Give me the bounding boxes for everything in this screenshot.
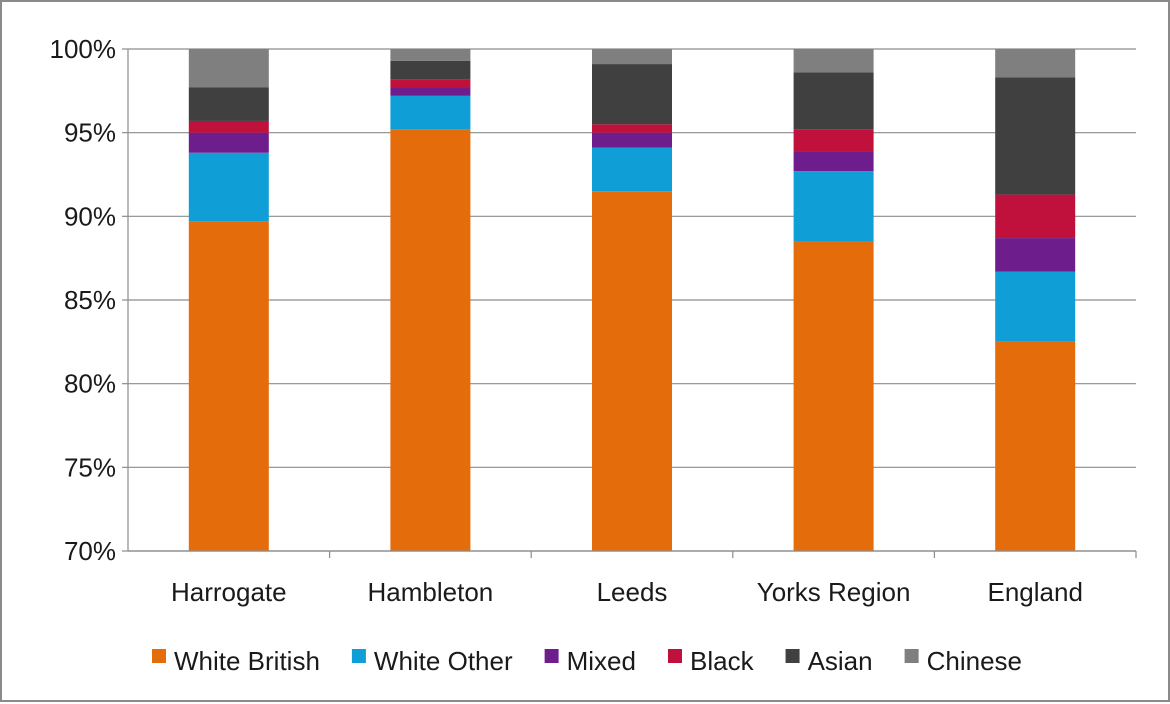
legend-swatch bbox=[785, 649, 800, 663]
x-tick-label: Yorks Region bbox=[757, 577, 911, 607]
y-tick-label: 70% bbox=[64, 536, 116, 566]
legend-label: White Other bbox=[374, 646, 513, 676]
bar-segment-white-british bbox=[188, 221, 269, 551]
legend-item-white-other: White Other bbox=[351, 646, 513, 676]
bar-segment-black bbox=[793, 129, 874, 152]
bars bbox=[188, 49, 1076, 551]
bar-segment-white-other bbox=[995, 271, 1076, 342]
bar-segment-asian bbox=[390, 60, 471, 80]
bar-segment-mixed bbox=[592, 132, 672, 148]
legend-item-asian: Asian bbox=[785, 646, 873, 676]
legend-label: White British bbox=[174, 646, 320, 676]
bar-segment-asian bbox=[592, 64, 672, 125]
legend-swatch bbox=[904, 649, 919, 663]
axes: 70% 75% 80% 85% 90% 95% 100% Harrogate Hambleton… bbox=[50, 34, 1137, 607]
bar-segment-white-other bbox=[592, 147, 672, 192]
legend-label: Black bbox=[690, 646, 755, 676]
bar-segment-white-other bbox=[188, 152, 269, 222]
x-tick-label: Hambleton bbox=[368, 577, 494, 607]
y-tick-label: 90% bbox=[64, 201, 116, 231]
bar-segment-mixed bbox=[188, 132, 269, 153]
bar-segment-black bbox=[188, 120, 269, 133]
legend-swatch bbox=[151, 649, 166, 663]
bar-segment-chinese bbox=[390, 49, 471, 61]
bar-segment-asian bbox=[995, 77, 1076, 195]
y-tick-label: 75% bbox=[64, 452, 116, 482]
legend-item-chinese: Chinese bbox=[904, 646, 1022, 676]
legend-label: Mixed bbox=[567, 646, 636, 676]
bar-segment-white-other bbox=[793, 171, 874, 242]
bar-segment-asian bbox=[188, 87, 269, 121]
legend-item-black: Black bbox=[667, 646, 755, 676]
bar-segment-white-other bbox=[390, 95, 471, 130]
legend-item-mixed: Mixed bbox=[544, 646, 636, 676]
bar-segment-mixed bbox=[390, 87, 471, 96]
y-tick-label: 95% bbox=[64, 118, 116, 148]
bar-segment-chinese bbox=[592, 49, 672, 65]
x-tick-label: Leeds bbox=[597, 577, 668, 607]
bar-segment-white-british bbox=[390, 129, 471, 551]
bar-segment-white-british bbox=[592, 191, 672, 551]
bar-segment-chinese bbox=[188, 49, 269, 88]
legend-label: Chinese bbox=[927, 646, 1022, 676]
bar-segment-asian bbox=[793, 72, 874, 130]
bar-segment-white-british bbox=[995, 341, 1076, 551]
bar-segment-black bbox=[390, 79, 471, 88]
bar-segment-chinese bbox=[995, 49, 1076, 78]
bar-segment-white-british bbox=[793, 241, 874, 551]
x-tick-label: Harrogate bbox=[171, 577, 287, 607]
bar-segment-mixed bbox=[995, 238, 1076, 272]
bar-segment-mixed bbox=[793, 151, 874, 172]
legend-label: Asian bbox=[808, 646, 873, 676]
y-tick-label: 85% bbox=[64, 285, 116, 315]
bar-segment-black bbox=[995, 194, 1076, 239]
bar-segment-black bbox=[592, 124, 672, 133]
y-tick-label: 100% bbox=[50, 34, 117, 64]
legend: White British White Other Mixed Black Asian C… bbox=[151, 646, 1022, 676]
legend-swatch bbox=[667, 649, 682, 663]
legend-swatch bbox=[544, 649, 559, 663]
legend-item-white-british: White British bbox=[151, 646, 320, 676]
bar-segment-chinese bbox=[793, 49, 874, 73]
x-tick-label: England bbox=[987, 577, 1082, 607]
legend-swatch bbox=[351, 649, 366, 663]
y-tick-label: 80% bbox=[64, 369, 116, 399]
